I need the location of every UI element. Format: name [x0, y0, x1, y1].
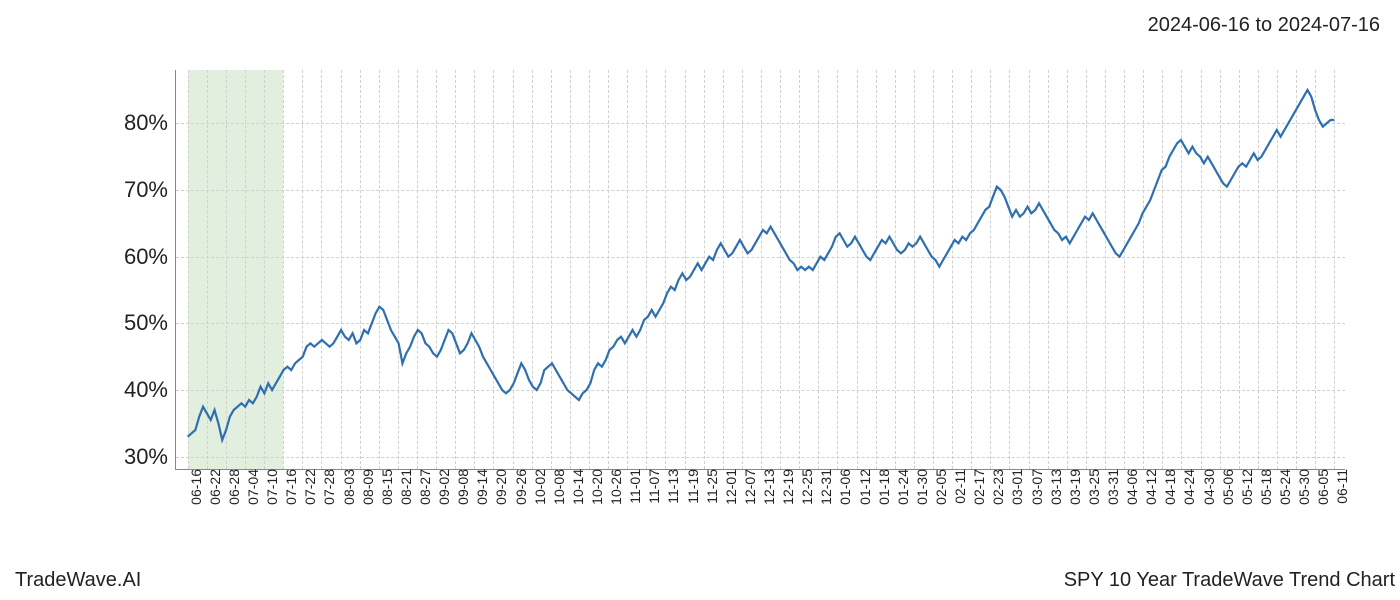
y-tick-label: 30%: [124, 444, 176, 470]
x-tick-label: 04-12: [1139, 469, 1159, 505]
x-tick-label: 12-25: [795, 469, 815, 505]
x-tick-label: 04-30: [1197, 469, 1217, 505]
x-tick-label: 08-27: [413, 469, 433, 505]
x-tick-label: 01-30: [910, 469, 930, 505]
x-tick-label: 06-11: [1330, 469, 1350, 504]
x-tick-label: 10-20: [585, 469, 605, 505]
x-tick-label: 12-31: [814, 469, 834, 505]
x-tick-label: 06-28: [222, 469, 242, 505]
x-tick-label: 03-01: [1005, 469, 1025, 505]
x-tick-label: 08-15: [375, 469, 395, 505]
x-tick-label: 05-30: [1292, 469, 1312, 505]
x-tick-label: 04-06: [1120, 469, 1140, 505]
y-tick-label: 40%: [124, 377, 176, 403]
x-tick-label: 03-25: [1082, 469, 1102, 505]
x-tick-label: 07-28: [317, 469, 337, 505]
x-tick-label: 12-13: [757, 469, 777, 505]
x-tick-label: 01-18: [872, 469, 892, 505]
x-tick-label: 09-02: [432, 469, 452, 505]
x-tick-label: 11-07: [642, 469, 662, 504]
series-line: [188, 90, 1335, 440]
x-tick-label: 01-12: [853, 469, 873, 505]
x-tick-label: 03-13: [1044, 469, 1064, 505]
x-tick-label: 02-05: [929, 469, 949, 505]
x-tick-label: 09-26: [509, 469, 529, 505]
x-tick-label: 08-21: [394, 469, 414, 505]
x-tick-label: 10-08: [547, 469, 567, 505]
x-tick-label: 03-31: [1101, 469, 1121, 505]
x-tick-label: 11-13: [661, 469, 681, 504]
x-tick-label: 04-18: [1158, 469, 1178, 505]
y-tick-label: 60%: [124, 244, 176, 270]
x-tick-label: 02-23: [986, 469, 1006, 505]
x-tick-label: 03-19: [1063, 469, 1083, 505]
x-tick-label: 06-22: [203, 469, 223, 505]
x-tick-label: 12-01: [719, 469, 739, 505]
date-range-label: 2024-06-16 to 2024-07-16: [1148, 14, 1380, 37]
x-tick-label: 05-06: [1216, 469, 1236, 505]
x-tick-label: 07-22: [298, 469, 318, 505]
x-tick-label: 05-18: [1254, 469, 1274, 505]
x-tick-label: 09-08: [451, 469, 471, 505]
x-tick-label: 10-02: [528, 469, 548, 505]
x-tick-label: 11-19: [681, 469, 701, 504]
x-tick-label: 01-24: [891, 469, 911, 505]
x-tick-label: 06-16: [184, 469, 204, 505]
x-tick-label: 12-07: [738, 469, 758, 505]
y-tick-label: 50%: [124, 310, 176, 336]
y-tick-label: 80%: [124, 110, 176, 136]
x-tick-label: 07-10: [260, 469, 280, 505]
x-tick-label: 11-25: [700, 469, 720, 504]
x-tick-label: 06-05: [1311, 469, 1331, 505]
y-tick-label: 70%: [124, 177, 176, 203]
chart-title: SPY 10 Year TradeWave Trend Chart: [1064, 569, 1395, 592]
line-layer: [176, 70, 1346, 470]
x-tick-label: 03-07: [1025, 469, 1045, 505]
x-tick-label: 12-19: [776, 469, 796, 505]
x-tick-label: 08-09: [356, 469, 376, 505]
x-tick-label: 08-03: [337, 469, 357, 505]
x-tick-label: 04-24: [1177, 469, 1197, 505]
x-tick-label: 05-12: [1235, 469, 1255, 505]
plot-area: 06-1606-2206-2807-0407-1007-1607-2207-28…: [175, 70, 1345, 470]
chart-container: 06-1606-2206-2807-0407-1007-1607-2207-28…: [0, 50, 1400, 550]
x-tick-label: 09-14: [470, 469, 490, 505]
brand-label: TradeWave.AI: [15, 569, 141, 592]
x-tick-label: 10-14: [566, 469, 586, 505]
x-tick-label: 05-24: [1273, 469, 1293, 505]
x-tick-label: 07-04: [241, 469, 261, 505]
x-tick-label: 09-20: [489, 469, 509, 505]
x-tick-label: 02-17: [967, 469, 987, 505]
x-tick-label: 07-16: [279, 469, 299, 505]
x-tick-label: 02-11: [948, 469, 968, 504]
x-tick-label: 10-26: [604, 469, 624, 505]
x-tick-label: 01-06: [833, 469, 853, 505]
x-tick-label: 11-01: [623, 469, 643, 504]
